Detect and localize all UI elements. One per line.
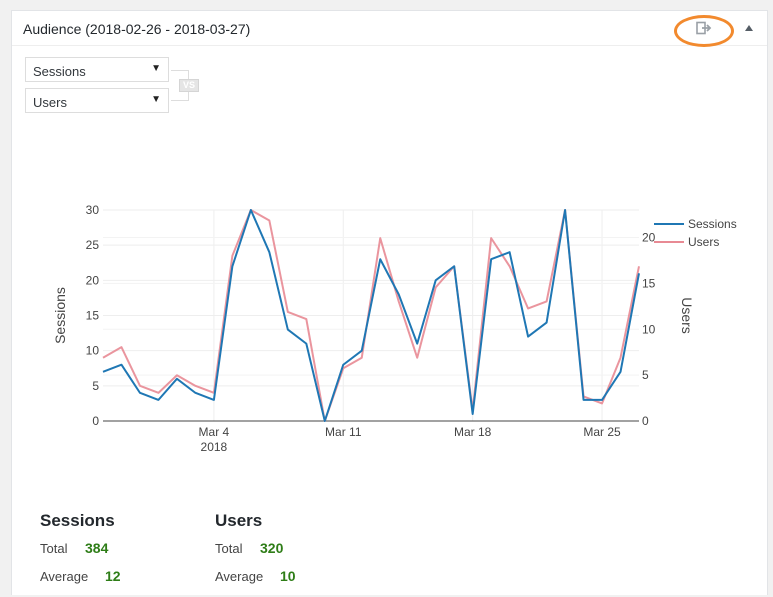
stats-title: Sessions — [40, 511, 115, 530]
y-left-tick-label: 30 — [86, 203, 100, 217]
stats-average-label: Average — [215, 569, 264, 584]
stats-total-label: Total — [40, 541, 68, 556]
x-tick-label: Mar 18 — [454, 425, 492, 439]
y-left-tick-label: 5 — [92, 379, 99, 393]
panel-title: Audience (2018-02-26 - 2018-03-27) — [23, 21, 251, 37]
y-right-tick-label: 10 — [642, 322, 656, 336]
y-right-tick-label: 15 — [642, 276, 656, 290]
y-right-tick-label: 0 — [642, 414, 649, 428]
y-left-axis-title: Sessions — [52, 287, 68, 344]
y-left-tick-label: 25 — [86, 238, 100, 252]
legend-label: Sessions — [688, 217, 737, 231]
highlight-circle — [674, 15, 734, 47]
primary-metric-value: Sessions — [33, 64, 86, 79]
x-tick-label: Mar 11 — [325, 425, 362, 439]
series-line-sessions — [102, 209, 640, 422]
audience-chart: Mar 4 Mar 11 Mar 18 Mar 25 2018 0 5 10 15 20 25 30 0… — [52, 203, 737, 454]
y-left-tick-label: 20 — [86, 273, 100, 287]
stats-total-label: Total — [215, 541, 243, 556]
series-line-users — [102, 209, 640, 422]
triangle-up-icon[interactable] — [745, 25, 753, 31]
audience-panel: Audience (2018-02-26 - 2018-03-27) Sessi… — [11, 10, 768, 595]
stats-total-value: 320 — [260, 540, 284, 556]
stats-total-value: 384 — [85, 540, 109, 556]
y-left-tick-label: 0 — [92, 414, 99, 428]
y-right-tick-label: 20 — [642, 231, 656, 245]
stats-average-row: Average 10 — [215, 568, 296, 597]
y-left-tick-label: 10 — [86, 344, 100, 358]
legend-label: Users — [688, 235, 719, 249]
y-right-axis-title: Users — [679, 297, 695, 334]
stats-users: Users Total 320 Average 10 — [215, 511, 296, 597]
stats-sessions: Sessions Total 384 Average 12 — [40, 511, 121, 597]
x-tick-label: Mar 25 — [583, 425, 621, 439]
y-left-tick-label: 15 — [86, 309, 100, 323]
secondary-metric-select[interactable]: Users ▼ — [25, 88, 169, 113]
dropdown-arrow-icon: ▼ — [151, 94, 161, 105]
x-tick-label: Mar 4 — [199, 425, 230, 439]
x-tick-year: 2018 — [201, 440, 228, 454]
secondary-metric-value: Users — [33, 95, 67, 110]
stats-average-label: Average — [40, 569, 89, 584]
dropdown-arrow-icon: ▼ — [151, 63, 161, 74]
stats-title: Users — [215, 511, 263, 530]
stats-total-row: Total 384 — [40, 540, 115, 569]
vs-badge: VS — [179, 79, 199, 92]
stats-average-value: 12 — [105, 568, 121, 584]
stats-average-row: Average 12 — [40, 568, 121, 597]
stats-average-value: 10 — [280, 568, 296, 584]
stats-total-row: Total 320 — [215, 540, 283, 569]
y-right-tick-label: 5 — [642, 368, 649, 382]
panel-header: Audience (2018-02-26 - 2018-03-27) — [12, 11, 767, 47]
export-icon[interactable] — [696, 21, 712, 35]
primary-metric-select[interactable]: Sessions ▼ — [25, 57, 169, 82]
